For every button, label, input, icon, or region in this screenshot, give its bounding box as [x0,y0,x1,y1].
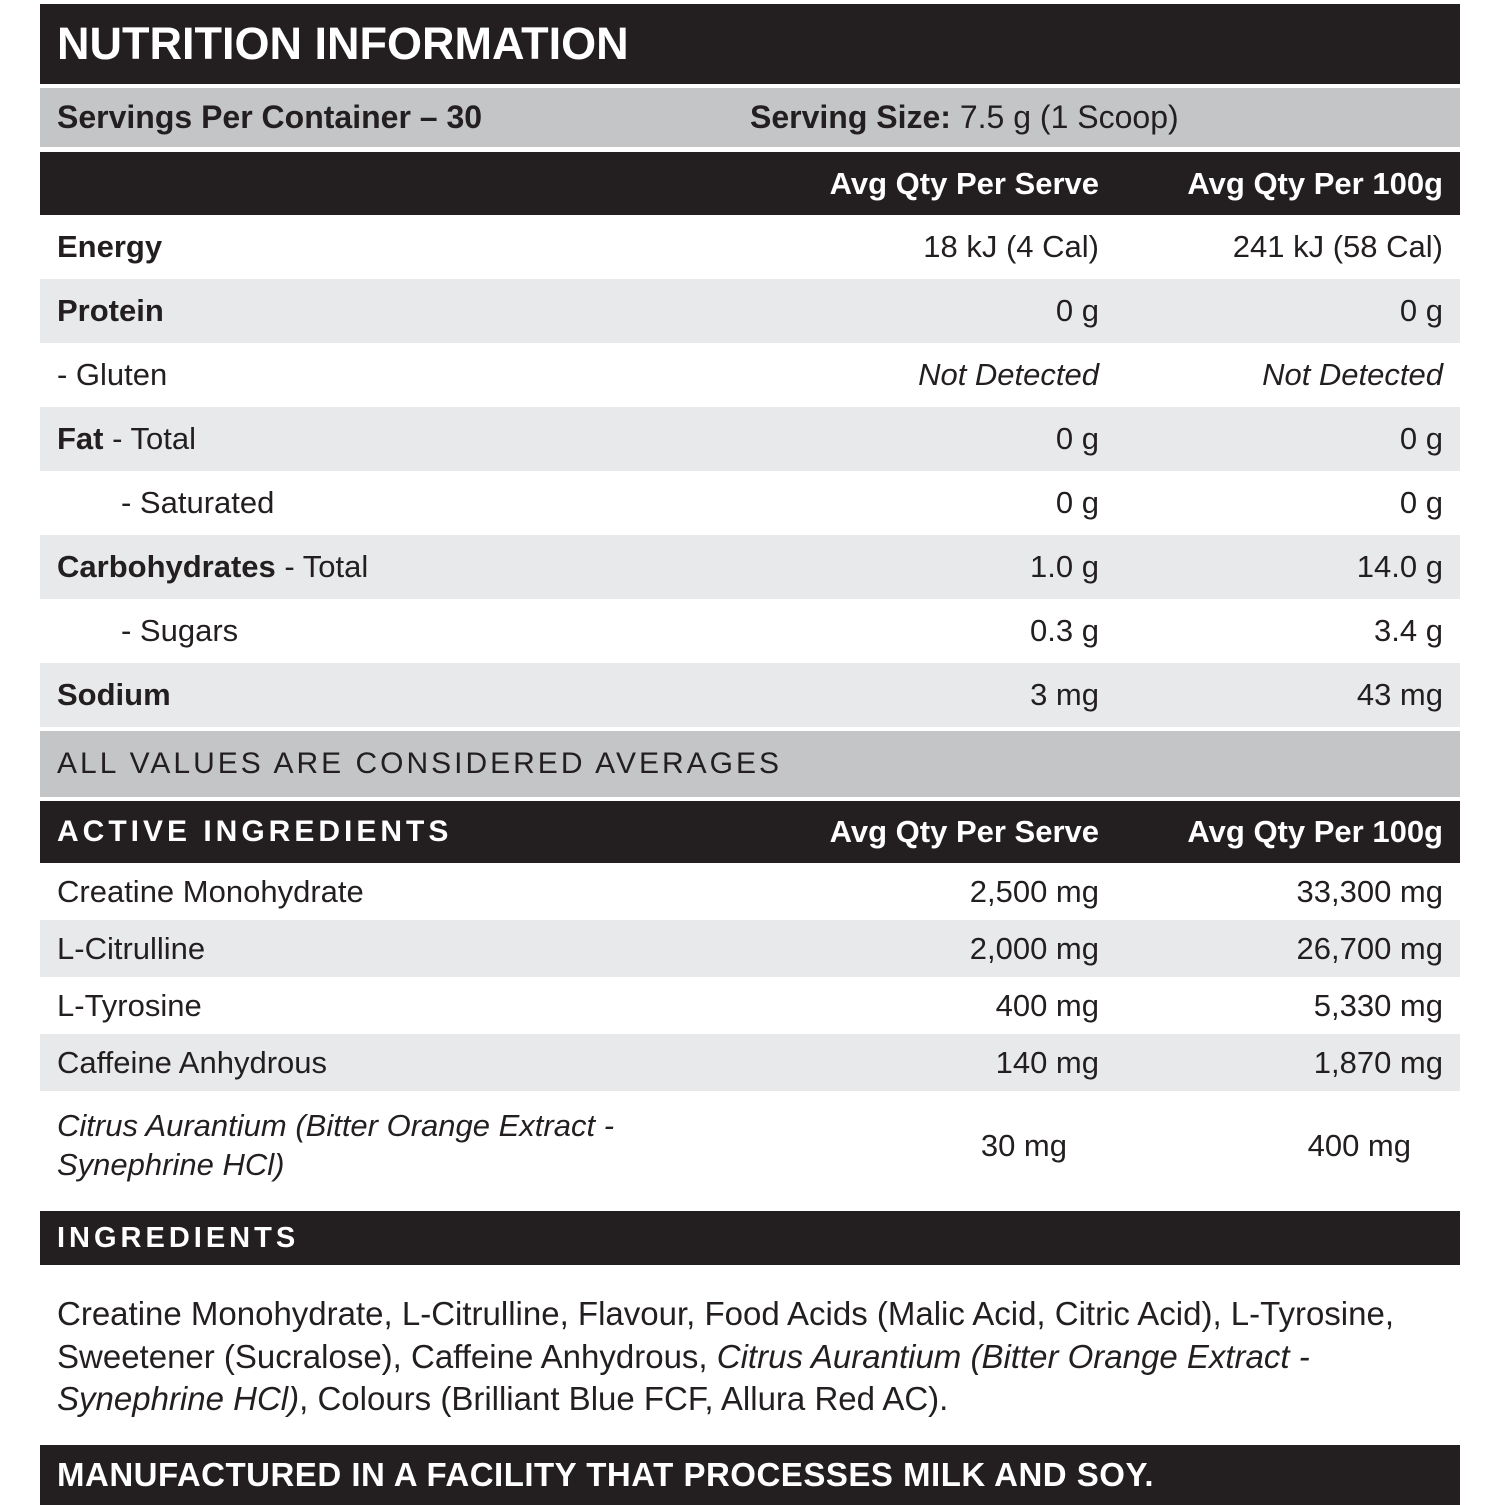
table-row-fat-total: Fat - Total 0 g 0 g [40,407,1460,471]
column-header-serve: Avg Qty Per Serve [829,165,1099,201]
table-row-sugars: - Sugars 0.3 g 3.4 g [40,599,1460,663]
row-value-100g: 43 mg [1356,677,1443,712]
active-column-header-serve: Avg Qty Per Serve [829,814,1099,849]
nutrition-label: NUTRITION INFORMATION Servings Per Conta… [40,4,1460,1505]
row-value-serve: 400 mg [995,987,1099,1023]
row-value-serve: 140 mg [995,1044,1099,1080]
row-value-100g: 0 g [1399,293,1443,328]
ingredients-header: INGREDIENTS [57,1221,300,1254]
averages-note-bar: ALL VALUES ARE CONSIDERED AVERAGES [40,731,1460,797]
row-label: Caffeine Anhydrous [57,1044,328,1080]
serving-size: Serving Size: 7.5 g (1 Scoop) [750,99,1443,136]
table-row-energy: Energy 18 kJ (4 Cal) 241 kJ (58 Cal) [40,215,1460,279]
row-label: Creatine Monohydrate [57,873,364,909]
active-row-tyrosine: L-Tyrosine 400 mg 5,330 mg [40,977,1460,1034]
row-value-serve: 0.3 g [1030,613,1099,648]
table-row-carbohydrates: Carbohydrates - Total 1.0 g 14.0 g [40,535,1460,599]
row-label: Protein [57,293,164,328]
row-value-serve: 18 kJ (4 Cal) [923,229,1099,264]
row-value-100g: 0 g [1399,421,1443,456]
row-value-serve: 0 g [1055,293,1099,328]
row-value-100g: 5,330 mg [1313,987,1443,1023]
row-label: L-Citrulline [57,930,206,966]
allergen-banner: MANUFACTURED IN A FACILITY THAT PROCESSE… [40,1444,1460,1505]
row-value-serve: 30 mg [980,1128,1067,1163]
nutrition-title-bar: NUTRITION INFORMATION [40,4,1460,84]
active-row-caffeine: Caffeine Anhydrous 140 mg 1,870 mg [40,1034,1460,1091]
row-value-100g: 26,700 mg [1296,930,1444,966]
row-value-serve: 2,000 mg [969,930,1099,966]
row-value-100g: 14.0 g [1356,549,1443,584]
nutrition-title: NUTRITION INFORMATION [57,18,629,69]
row-label: Energy [57,229,163,264]
servings-per-container: Servings Per Container – 30 [57,99,483,135]
serving-size-value: 7.5 g (1 Scoop) [950,99,1179,135]
row-value-100g: 3.4 g [1374,613,1443,648]
row-value-100g: Not Detected [1262,357,1443,392]
active-row-citrulline: L-Citrulline 2,000 mg 26,700 mg [40,920,1460,977]
active-row-creatine: Creatine Monohydrate 2,500 mg 33,300 mg [40,863,1460,920]
row-value-serve: Not Detected [918,357,1099,392]
row-value-100g: 0 g [1399,485,1443,520]
table-row-protein: Protein 0 g 0 g [40,279,1460,343]
active-row-citrus-aurantium: Citrus Aurantium (Bitter Orange Extract … [40,1091,1460,1201]
row-label: Fat - Total [57,421,196,456]
allergen-note: MANUFACTURED IN A FACILITY THAT PROCESSE… [57,1455,1154,1493]
ingredients-text: Creatine Monohydrate, L-Citrulline, Flav… [57,1295,1395,1418]
active-column-header-100g: Avg Qty Per 100g [1187,814,1443,849]
row-value-serve: 0 g [1055,421,1099,456]
row-label: Carbohydrates - Total [57,549,369,584]
row-label: Sodium [57,677,171,712]
row-value-100g: 241 kJ (58 Cal) [1232,229,1443,264]
row-value-serve: 0 g [1055,485,1099,520]
column-header-bar: Avg Qty Per Serve Avg Qty Per 100g [40,152,1460,215]
active-ingredients-header-bar: ACTIVE INGREDIENTS Avg Qty Per Serve Avg… [40,801,1460,863]
averages-note: ALL VALUES ARE CONSIDERED AVERAGES [57,747,782,780]
row-value-serve: 3 mg [1030,677,1099,712]
row-label: Citrus Aurantium (Bitter Orange Extract … [57,1108,615,1182]
row-value-100g: 1,870 mg [1313,1044,1443,1080]
row-label: - Gluten [57,357,168,392]
table-row-sodium: Sodium 3 mg 43 mg [40,663,1460,727]
servings-bar: Servings Per Container – 30 Serving Size… [40,88,1460,147]
row-label: - Saturated [121,485,275,520]
row-value-serve: 2,500 mg [969,873,1099,909]
row-value-100g: 400 mg [1307,1128,1411,1163]
table-row-saturated: - Saturated 0 g 0 g [40,471,1460,535]
serving-size-label: Serving Size: [750,99,951,135]
row-label: L-Tyrosine [57,987,202,1023]
table-row-gluten: - Gluten Not Detected Not Detected [40,343,1460,407]
row-label: - Sugars [121,613,239,648]
row-value-100g: 33,300 mg [1296,873,1444,909]
row-value-serve: 1.0 g [1030,549,1099,584]
active-ingredients-header: ACTIVE INGREDIENTS [57,815,453,848]
column-header-100g: Avg Qty Per 100g [1187,165,1443,201]
ingredients-header-bar: INGREDIENTS [40,1211,1460,1265]
